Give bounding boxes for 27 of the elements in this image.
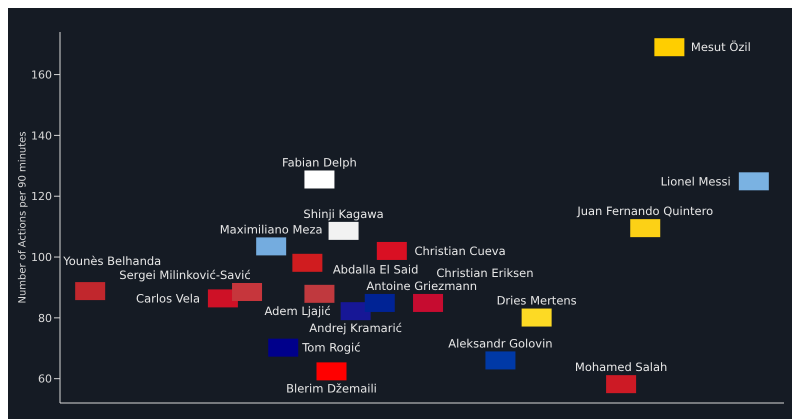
series-label: Christian Eriksen: [436, 266, 534, 280]
series-label: Sergei Milinković-Savić: [119, 268, 251, 282]
series-label: Dries Mertens: [496, 294, 577, 308]
series-label: Maximiliano Meza: [220, 222, 323, 236]
series-label: Carlos Vela: [136, 291, 200, 306]
series-label: Tom Rogić: [301, 340, 361, 355]
series-label: Juan Fernando Quintero: [576, 204, 714, 218]
series-label: Fabian Delph: [282, 155, 357, 170]
series-label: Aleksandr Golovin: [448, 336, 553, 350]
series-label: Christian Cueva: [414, 244, 506, 258]
y-tick-label: 60: [38, 372, 52, 386]
series-label: Blerim Džemaili: [286, 381, 377, 396]
y-tick-label: 100: [31, 250, 52, 264]
series-label: Mesut Özil: [690, 40, 751, 54]
series-label: Lionel Messi: [660, 174, 731, 188]
y-tick-label: 140: [31, 129, 52, 142]
y-tick-label: 160: [31, 68, 52, 82]
series-label: Mohamed Salah: [574, 360, 668, 374]
series-label: Abdalla El Said: [332, 262, 418, 276]
series-label: Antoine Griezmann: [366, 278, 478, 293]
y-tick-label: 120: [31, 190, 52, 204]
y-tick-label: 80: [38, 312, 52, 325]
series-label: Adem Ljajić: [264, 304, 331, 318]
series-label: Shinji Kagawa: [303, 206, 384, 221]
series-label: Younès Belhanda: [62, 254, 162, 268]
series-label: Andrej Kramarić: [309, 321, 402, 336]
y-axis-title: Number of Actions per 90 minutes: [18, 131, 29, 304]
